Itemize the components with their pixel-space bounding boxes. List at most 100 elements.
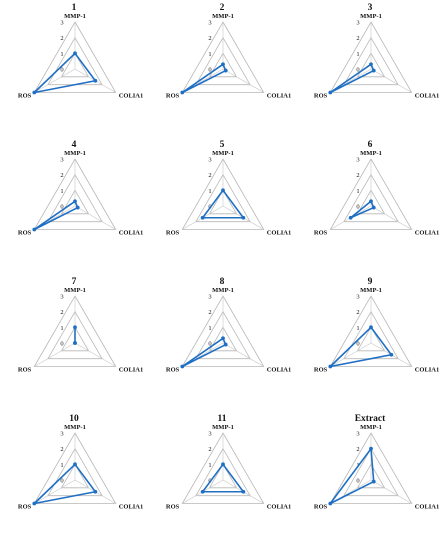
grid-ring <box>356 326 386 352</box>
axis-label: MMP-1 <box>360 150 382 157</box>
data-series-polygon <box>201 189 245 219</box>
axis-spoke <box>34 68 76 93</box>
axis-spoke <box>222 68 264 93</box>
data-point <box>200 215 205 220</box>
axis-spoke <box>370 68 412 93</box>
tick-label: 1 <box>356 51 359 58</box>
data-series-polygon <box>33 463 97 505</box>
grid-ring <box>208 463 238 489</box>
tick-label: 1 <box>60 188 63 195</box>
data-point <box>369 446 373 451</box>
data-point <box>371 479 376 484</box>
chart-title: 4 <box>71 140 77 150</box>
data-point <box>369 325 373 330</box>
grid-ring <box>208 326 238 352</box>
tick-label: 0 <box>356 67 359 74</box>
grid-ring <box>181 295 265 367</box>
axis-label: COLIA1 <box>119 230 144 237</box>
grid-ring <box>356 189 386 215</box>
axis-label: MMP-1 <box>212 13 234 20</box>
data-series-polygon <box>329 447 375 505</box>
radar-chart-7: 7 0 1 2 3 MMP-1 COLIA1 ROS <box>0 276 148 413</box>
data-point <box>180 364 185 369</box>
data-point <box>221 462 225 467</box>
tick-label: 3 <box>208 20 211 27</box>
grid-ring <box>195 310 251 360</box>
grid-ring <box>60 463 90 489</box>
data-series-polygon <box>201 463 245 493</box>
tick-label: 1 <box>356 188 359 195</box>
data-point <box>200 489 205 494</box>
tick-label: 2 <box>208 172 211 179</box>
grid-ring <box>329 432 413 504</box>
data-point <box>328 364 333 369</box>
axis-label: ROS <box>18 93 32 100</box>
axis-label: MMP-1 <box>360 287 382 294</box>
axis-label: ROS <box>166 367 180 374</box>
chart-title: 2 <box>219 3 225 13</box>
chart-title: 11 <box>217 414 227 424</box>
tick-label: 1 <box>60 51 63 58</box>
tick-label: 3 <box>208 431 211 438</box>
tick-label: 2 <box>60 446 63 453</box>
axis-label: ROS <box>18 367 32 374</box>
tick-label: 3 <box>356 294 359 301</box>
grid-ring <box>208 52 238 78</box>
axis-spoke <box>34 342 76 367</box>
data-point <box>32 90 37 95</box>
tick-label: 0 <box>60 67 63 74</box>
axis-label: ROS <box>18 504 32 511</box>
axis-label: ROS <box>166 230 180 237</box>
tick-label: 0 <box>356 341 359 348</box>
tick-label: 3 <box>60 157 63 164</box>
radar-chart-9: 9 0 1 2 3 MMP-1 COLIA1 ROS <box>296 276 444 413</box>
grid-ring <box>47 310 103 360</box>
axis-spoke <box>74 205 116 230</box>
grid-ring <box>208 189 238 215</box>
data-point <box>93 489 98 494</box>
grid-ring <box>195 36 251 86</box>
grid-ring <box>60 52 90 78</box>
data-point <box>241 489 246 494</box>
radar-chart-3: 3 0 1 2 3 MMP-1 COLIA1 ROS <box>296 2 444 139</box>
data-point <box>221 62 225 67</box>
chart-title: 9 <box>367 277 373 287</box>
data-point <box>223 342 228 347</box>
radar-chart-5: 5 0 1 2 3 MMP-1 COLIA1 ROS <box>148 139 296 276</box>
grid-ring <box>195 173 251 223</box>
grid-ring <box>33 21 117 93</box>
axis-spoke <box>222 342 264 367</box>
tick-label: 1 <box>208 188 211 195</box>
tick-label: 1 <box>60 462 63 469</box>
grid-ring <box>356 52 386 78</box>
tick-label: 0 <box>208 67 211 74</box>
tick-label: 1 <box>60 325 63 332</box>
data-point <box>32 227 37 232</box>
data-point <box>389 352 394 357</box>
axis-label: COLIA1 <box>415 93 440 100</box>
axis-label: ROS <box>18 230 32 237</box>
data-series-polygon <box>33 52 97 94</box>
data-point <box>73 199 77 204</box>
axis-label: COLIA1 <box>267 93 292 100</box>
axis-label: ROS <box>314 230 328 237</box>
axis-label: ROS <box>314 367 328 374</box>
axis-label: MMP-1 <box>212 150 234 157</box>
tick-label: 0 <box>356 204 359 211</box>
tick-label: 2 <box>356 35 359 42</box>
radar-chart-6: 6 0 1 2 3 MMP-1 COLIA1 ROS <box>296 139 444 276</box>
grid-ring <box>343 447 399 497</box>
axis-label: COLIA1 <box>267 230 292 237</box>
axis-label: ROS <box>314 504 328 511</box>
data-point <box>371 68 376 73</box>
axis-spoke <box>34 479 76 504</box>
grid-ring <box>33 295 117 367</box>
grid-ring <box>195 447 251 497</box>
tick-label: 2 <box>208 446 211 453</box>
tick-label: 3 <box>208 157 211 164</box>
